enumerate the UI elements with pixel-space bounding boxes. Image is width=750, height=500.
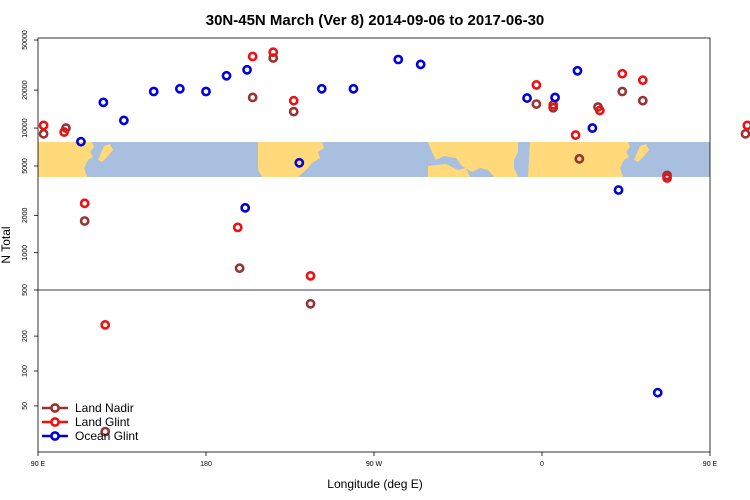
land-nadir-point (247, 92, 258, 103)
ocean-glint-legend-label: Ocean Glint (75, 429, 139, 443)
land-glint-point (531, 80, 542, 90)
y-tick-label: 50 (22, 402, 29, 410)
ocean-glint-legend-marker (50, 431, 60, 441)
ocean-glint-point (221, 70, 232, 81)
ocean-glint-point (118, 115, 129, 126)
ocean-glint-point (174, 83, 185, 94)
land-nadir-point (617, 86, 628, 97)
land-glint-point (268, 47, 279, 58)
y-tick-label: 50000 (22, 30, 29, 50)
x-tick-label: 0 (540, 461, 544, 468)
land-glint-legend-label: Land Glint (75, 415, 130, 429)
land-glint-point (305, 270, 316, 281)
y-tick-label: 20000 (22, 80, 29, 100)
ocean-glint-point (294, 157, 305, 168)
y-tick-label: 2000 (22, 207, 29, 223)
ocean-glint-point (587, 123, 598, 133)
land-glint-point (288, 95, 299, 106)
data-points (38, 47, 750, 437)
ocean-glint-point (148, 86, 159, 97)
y-tick-label: 10000 (22, 118, 29, 138)
ocean-glint-point (613, 185, 624, 195)
map-land-japan-west (98, 144, 113, 162)
y-tick-label: 5000 (22, 158, 29, 174)
land-nadir-point (531, 99, 542, 109)
land-nadir-point (234, 263, 245, 274)
land-nadir-point (38, 128, 49, 139)
ocean-glint-point (393, 54, 404, 65)
land-glint-point (59, 127, 70, 137)
land-glint-point (637, 75, 648, 86)
ocean-glint-point (348, 83, 359, 94)
ocean-glint-point (652, 387, 663, 398)
ocean-glint-point (98, 97, 109, 108)
map-land-asia-east (38, 142, 94, 177)
map-land-north-america (258, 142, 324, 177)
land-glint-point (232, 222, 243, 233)
land-glint-point (617, 68, 628, 79)
land-glint-point (594, 105, 605, 116)
ocean-glint-point (76, 136, 86, 147)
ocean-glint-point (572, 65, 583, 76)
land-glint-point (38, 120, 49, 131)
land-nadir-point (100, 426, 111, 437)
x-tick-label: 90 E (31, 461, 46, 468)
chart-title: 30N-45N March (Ver 8) 2014-09-06 to 2017… (206, 12, 545, 29)
land-nadir-legend-marker (50, 403, 60, 413)
land-nadir-legend-label: Land Nadir (75, 401, 134, 415)
x-tick-label: 90 E (703, 461, 718, 468)
land-glint-point (247, 51, 258, 62)
plot-frame (37, 37, 711, 453)
land-nadir-point (574, 153, 585, 164)
land-glint-point (100, 319, 111, 330)
y-tick-label: 200 (22, 330, 29, 342)
land-nadir-point (637, 95, 648, 106)
x-tick-label: 180 (200, 461, 212, 468)
x-tick-label: 90 W (366, 461, 383, 468)
y-axis-label: N Total (0, 226, 13, 263)
land-nadir-point (288, 106, 299, 117)
land-glint-point (742, 120, 750, 131)
map-land-asia-east-2 (528, 142, 630, 177)
y-tick-label: 500 (22, 284, 29, 296)
ocean-glint-point (242, 64, 252, 75)
ocean-glint-point (522, 93, 532, 103)
map-band (38, 142, 710, 177)
ocean-glint-point (240, 202, 251, 213)
ocean-glint-point (201, 86, 211, 97)
ocean-glint-point (415, 59, 426, 70)
land-glint-point (662, 173, 672, 183)
axes: 90 E 180 90 W 0 90 E 50 100 200 500 1000 2000 5000 1… (22, 30, 718, 468)
land-glint-legend-marker (50, 417, 60, 427)
ocean-glint-point (550, 92, 560, 103)
land-nadir-point (740, 128, 750, 139)
land-glint-point (570, 130, 581, 140)
land-glint-point (79, 198, 90, 209)
y-tick-label: 1000 (22, 245, 29, 261)
y-tick-label: 100 (22, 365, 29, 377)
land-nadir-point (268, 53, 279, 63)
map-land-eurasia (428, 142, 518, 177)
map-land-japan-east (634, 144, 649, 162)
land-nadir-point (305, 298, 316, 309)
x-axis-label: Longitude (deg E) (327, 477, 422, 491)
map-land-africa (428, 164, 470, 177)
land-nadir-point (79, 216, 90, 226)
ocean-glint-point (316, 83, 327, 94)
